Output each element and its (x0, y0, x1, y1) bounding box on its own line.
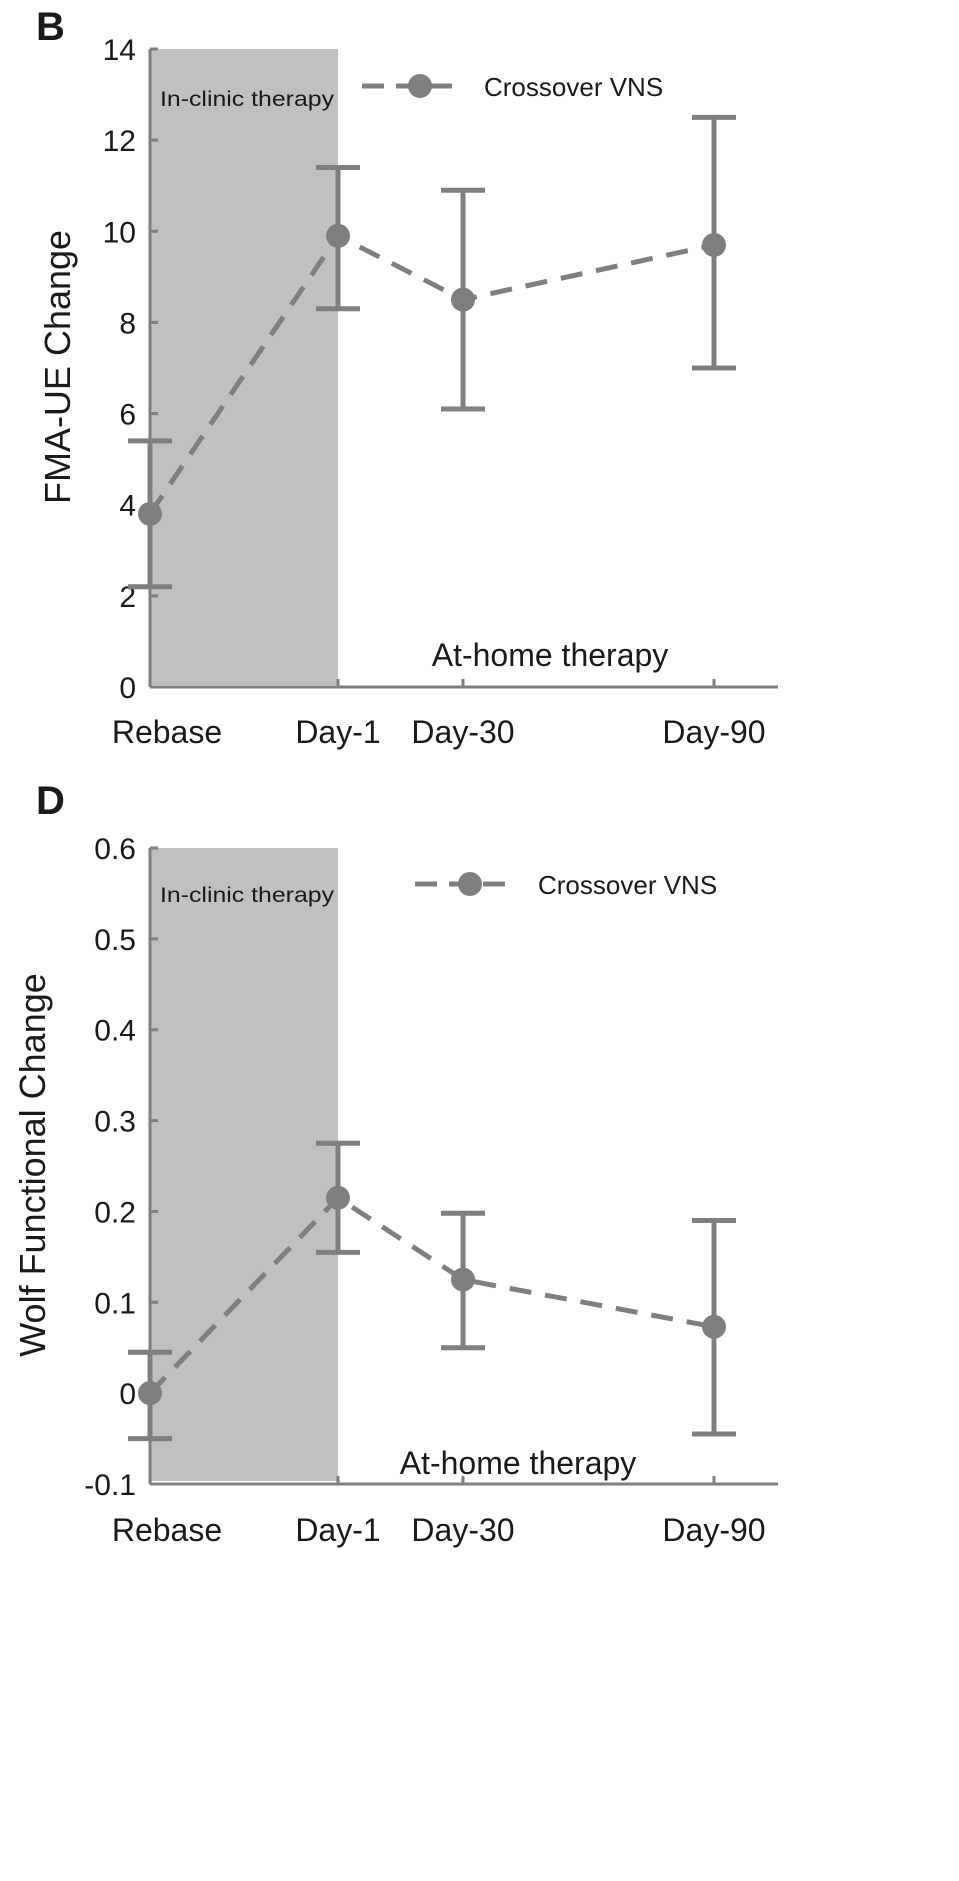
panel-label-b: B (36, 5, 65, 49)
x-tick-label: Day-30 (411, 714, 514, 750)
y-tick-label: 0.2 (94, 1196, 136, 1229)
data-point (702, 1314, 726, 1339)
legend-label-b: Crossover VNS (484, 72, 663, 102)
y-tick-label: 10 (103, 216, 136, 249)
data-point (451, 287, 475, 312)
x-tick-label: Rebase (112, 1512, 222, 1548)
y-axis-label-b: FMA-UE Change (37, 230, 78, 504)
y-ticks-d: -0.1 0 0.1 0.2 0.3 0.4 0.5 0.6 (84, 833, 158, 1502)
y-tick-label: 0 (119, 672, 136, 705)
legend-d: Crossover VNS (415, 870, 717, 900)
data-point (326, 1185, 350, 1210)
x-tick-label: Day-1 (295, 714, 380, 750)
y-tick-label: 4 (119, 490, 136, 523)
shaded-region-label-b: In-clinic therapy (160, 88, 335, 111)
legend-marker-b (408, 74, 432, 98)
x-tick-label: Rebase (112, 714, 222, 750)
shaded-region-label-d: In-clinic therapy (160, 884, 335, 907)
y-tick-label: 0.6 (94, 833, 136, 866)
series-line (148, 1194, 715, 1395)
x-tick-label: Day-90 (662, 1512, 765, 1548)
series-line (147, 232, 715, 516)
legend-label-d: Crossover VNS (538, 870, 717, 900)
y-tick-label: -0.1 (84, 1469, 136, 1502)
legend-b: Crossover VNS (362, 72, 663, 102)
shaded-region-d (150, 848, 338, 1481)
y-tick-label: 12 (103, 125, 136, 158)
x-ticks-b: Rebase Day-1 Day-30 Day-90 (112, 679, 766, 750)
data-point (326, 223, 350, 248)
y-tick-label: 0.3 (94, 1106, 136, 1139)
y-tick-label: 0 (119, 1378, 136, 1411)
data-point (138, 1381, 162, 1406)
series-layer-d (128, 1140, 736, 1442)
y-tick-label: 14 (103, 34, 136, 67)
shaded-region-b (150, 49, 338, 685)
series-layer-b (128, 114, 736, 590)
y-axis-label-d: Wolf Functional Change (12, 973, 53, 1357)
legend-marker-d (458, 872, 482, 896)
y-tick-label: 0.4 (94, 1015, 136, 1048)
y-tick-label: 6 (119, 399, 136, 432)
region-annotation-b: At-home therapy (432, 637, 669, 673)
x-ticks-d: Rebase Day-1 Day-30 Day-90 (112, 1476, 766, 1548)
x-tick-label: Day-30 (411, 1512, 514, 1548)
panel-label-d: D (36, 779, 65, 823)
data-point (138, 501, 162, 526)
data-point (702, 232, 726, 257)
y-tick-label: 0.1 (94, 1287, 136, 1320)
chart-panel-d: D In-clinic therapy -0.1 0 0.1 0.2 0.3 0.4 0.5… (12, 779, 778, 1548)
x-tick-label: Day-1 (295, 1512, 380, 1548)
region-annotation-d: At-home therapy (400, 1445, 637, 1481)
y-tick-label: 0.5 (94, 924, 136, 957)
data-point (451, 1267, 475, 1292)
x-tick-label: Day-90 (662, 714, 765, 750)
y-tick-label: 8 (119, 307, 136, 340)
